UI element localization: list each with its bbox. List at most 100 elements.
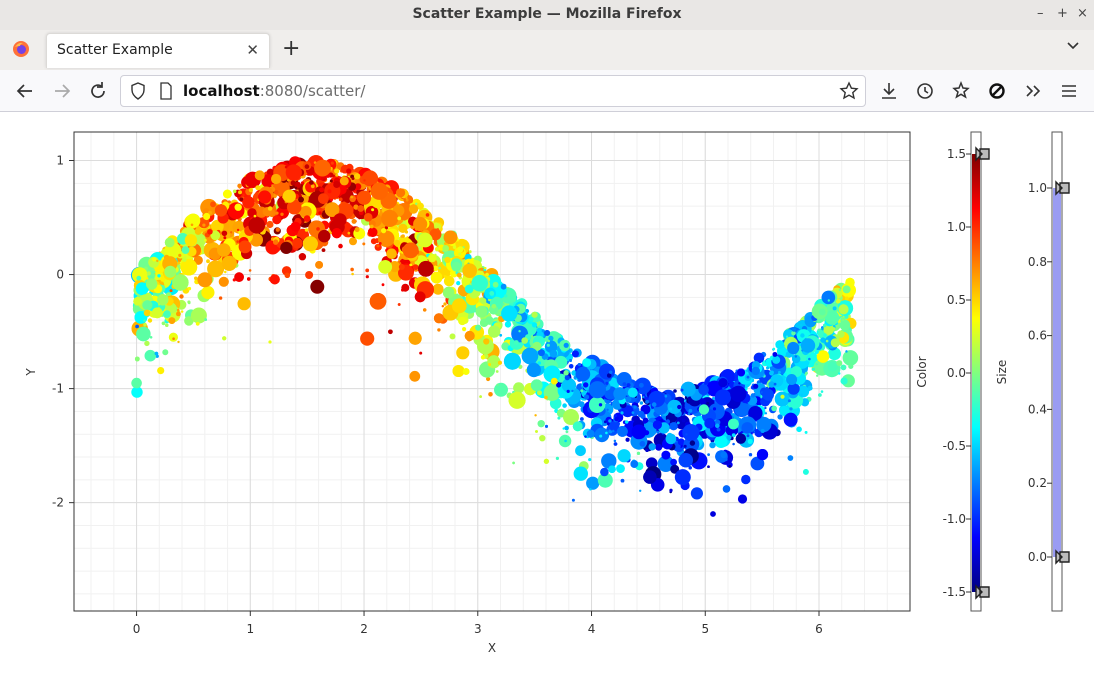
scatter-point: [407, 224, 411, 229]
scatter-point: [753, 383, 759, 389]
hamburger-menu-icon[interactable]: [1057, 79, 1081, 103]
size-max-handle[interactable]: [1055, 180, 1070, 196]
scatter-point: [608, 419, 612, 423]
scatter-point: [572, 350, 579, 358]
reload-icon[interactable]: [86, 79, 110, 103]
extensions-icon[interactable]: [949, 79, 973, 103]
scatter-point: [273, 239, 279, 245]
scatter-chart: 0 1 2 3 4 5 6 1 0 -1 -2 X Y 1.5 1.0 0.5 0.0 -0.5 -1.0 -…: [24, 131, 1070, 655]
scatter-point: [531, 311, 538, 318]
back-arrow-icon[interactable]: [13, 79, 37, 103]
scatter-point: [620, 478, 625, 483]
scatter-point: [845, 277, 855, 288]
scatter-point: [710, 511, 716, 517]
scatter-point: [531, 330, 536, 335]
scatter-point: [438, 266, 441, 270]
close-tab-icon[interactable]: ✕: [246, 41, 259, 59]
scatter-point: [184, 234, 198, 247]
scatter-point: [456, 346, 470, 360]
scatter-point: [206, 259, 210, 264]
scatter-point: [616, 464, 625, 473]
scatter-point: [363, 179, 366, 182]
scatter-point: [783, 372, 787, 377]
scatter-point: [318, 211, 322, 215]
scatter-point: [186, 213, 201, 228]
shield-icon[interactable]: [130, 82, 146, 100]
firefox-icon[interactable]: [12, 40, 30, 58]
scatter-point: [405, 196, 408, 200]
scatter-point: [268, 340, 272, 344]
scatter-point: [449, 333, 456, 340]
x-axis-label: X: [488, 641, 496, 655]
scatter-point: [622, 382, 627, 387]
scatter-point: [290, 180, 296, 186]
scatter-point: [648, 390, 665, 408]
minimize-icon[interactable]: –: [1037, 6, 1044, 21]
scatter-point: [488, 305, 499, 315]
block-icon[interactable]: [985, 79, 1009, 103]
scatter-point: [785, 335, 789, 338]
scatter-point: [177, 261, 181, 265]
scatter-point: [566, 389, 570, 393]
scatter-point: [480, 355, 486, 360]
page-icon[interactable]: [159, 82, 173, 100]
scatter-point: [571, 498, 575, 502]
scatter-point: [681, 418, 686, 423]
url-text[interactable]: localhost:8080/scatter/: [183, 82, 365, 100]
scatter-point: [626, 383, 631, 387]
scatter-point: [164, 237, 175, 248]
scatter-point: [214, 204, 228, 217]
scatter-point: [499, 333, 503, 337]
bookmark-star-icon[interactable]: [839, 81, 859, 101]
close-window-icon[interactable]: ×: [1077, 6, 1088, 21]
scatter-point: [249, 233, 263, 247]
scatter-point: [274, 190, 279, 195]
scatter-point: [347, 231, 351, 235]
scatter-point: [332, 174, 335, 177]
url-bar[interactable]: localhost:8080/scatter/: [120, 75, 866, 107]
color-max-handle[interactable]: [975, 146, 990, 162]
size-tick-label: 0.6: [1028, 329, 1047, 343]
scatter-point: [678, 453, 693, 468]
scatter-point: [620, 411, 624, 415]
maximize-icon[interactable]: +: [1057, 6, 1068, 21]
scatter-point: [354, 183, 362, 190]
scatter-point: [389, 261, 401, 273]
scatter-point: [160, 277, 166, 282]
color-bar-ticks: 1.5 1.0 0.5 0.0 -0.5 -1.0 -1.5: [943, 147, 971, 599]
scatter-point: [589, 488, 592, 491]
scatter-point: [483, 338, 490, 345]
scatter-point: [335, 174, 339, 177]
scatter-point: [612, 429, 615, 433]
scatter-point: [845, 296, 849, 301]
scatter-point: [284, 165, 288, 169]
download-icon[interactable]: [877, 79, 901, 103]
new-tab-button[interactable]: +: [282, 36, 301, 61]
color-min-handle[interactable]: [975, 584, 990, 600]
scatter-point: [458, 252, 461, 256]
chevron-down-icon[interactable]: [1066, 39, 1080, 53]
scatter-point: [462, 327, 467, 332]
scatter-point: [756, 449, 769, 461]
size-min-handle[interactable]: [1055, 549, 1070, 565]
scatter-point: [726, 435, 732, 440]
scatter-point: [512, 461, 515, 465]
scatter-point: [444, 256, 451, 263]
tab-scatter-example[interactable]: Scatter Example ✕: [46, 33, 270, 68]
scatter-point: [828, 347, 841, 361]
scatter-point: [442, 286, 455, 299]
forward-arrow-icon[interactable]: [50, 79, 74, 103]
history-icon[interactable]: [913, 79, 937, 103]
scatter-point: [841, 318, 845, 322]
scatter-point: [401, 234, 405, 238]
scatter-point: [791, 327, 797, 332]
scatter-point: [537, 349, 545, 357]
scatter-point: [267, 206, 273, 211]
scatter-point: [586, 429, 595, 438]
scatter-point: [358, 217, 361, 220]
scatter-point: [491, 304, 497, 309]
scatter-point: [757, 434, 760, 437]
scatter-point: [350, 195, 354, 199]
scatter-point: [728, 464, 732, 468]
overflow-chevrons-icon[interactable]: [1021, 79, 1045, 103]
